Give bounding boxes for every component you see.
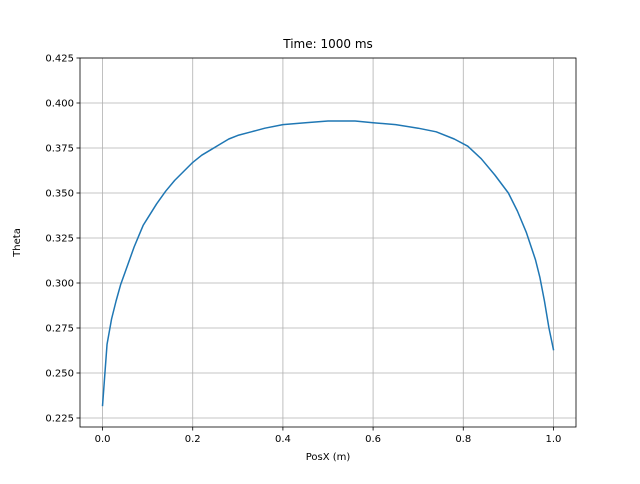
series-layer xyxy=(101,120,555,407)
plot-frame xyxy=(79,57,577,428)
y-tick-label: 0.250 xyxy=(45,369,74,380)
x-tick-label: 0.4 xyxy=(275,434,291,445)
y-tick-label: 0.350 xyxy=(45,189,74,200)
series-line xyxy=(101,120,555,407)
y-axis-label: Theta xyxy=(12,228,23,258)
x-axis-ticks: 0.0 0.2 0.4 0.6 0.8 1.0 xyxy=(95,427,562,445)
y-tick-label: 0.400 xyxy=(45,99,74,110)
grid xyxy=(80,57,576,427)
x-tick-label: 0.2 xyxy=(185,434,201,445)
x-axis-label: PosX (m) xyxy=(306,452,351,463)
y-axis-ticks: 0.225 0.250 0.275 0.300 0.325 0.350 0.375 0.400… xyxy=(45,54,80,425)
y-tick-label: 0.425 xyxy=(45,54,74,65)
y-tick-label: 0.275 xyxy=(45,324,74,335)
x-tick-label: 0.6 xyxy=(365,434,381,445)
y-tick-label: 0.375 xyxy=(45,144,74,155)
x-tick-label: 0.0 xyxy=(95,434,111,445)
x-tick-label: 0.8 xyxy=(455,434,471,445)
x-tick-label: 1.0 xyxy=(546,434,562,445)
y-tick-label: 0.300 xyxy=(45,279,74,290)
chart-title: Time: 1000 ms xyxy=(282,37,373,51)
y-tick-label: 0.225 xyxy=(45,414,74,425)
y-tick-label: 0.325 xyxy=(45,234,74,245)
